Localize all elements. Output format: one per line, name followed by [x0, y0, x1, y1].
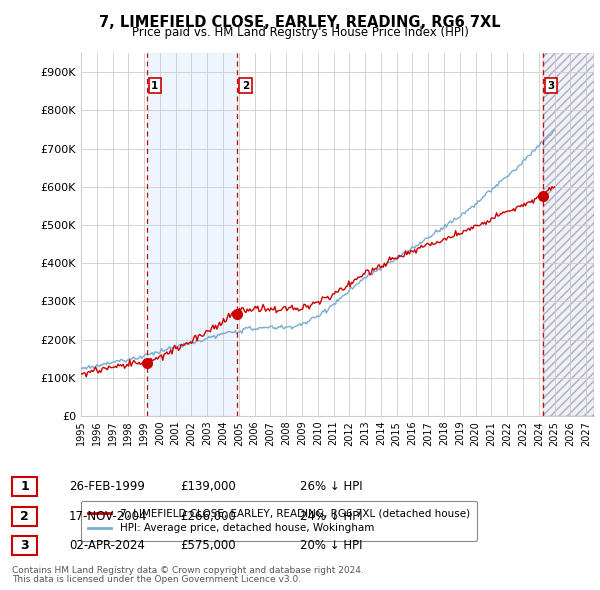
Text: Contains HM Land Registry data © Crown copyright and database right 2024.: Contains HM Land Registry data © Crown c… [12, 566, 364, 575]
Text: £139,000: £139,000 [180, 480, 236, 493]
Text: 02-APR-2024: 02-APR-2024 [69, 539, 145, 552]
Text: 1: 1 [151, 81, 158, 91]
Bar [542, 53, 594, 416]
Text: This data is licensed under the Open Government Licence v3.0.: This data is licensed under the Open Gov… [12, 575, 301, 584]
Text: 24% ↓ HPI: 24% ↓ HPI [300, 510, 362, 523]
Text: 2: 2 [20, 510, 29, 523]
Legend: 7, LIMEFIELD CLOSE, EARLEY, READING, RG6 7XL (detached house), HPI: Average pric: 7, LIMEFIELD CLOSE, EARLEY, READING, RG6… [81, 501, 477, 541]
Text: 26% ↓ HPI: 26% ↓ HPI [300, 480, 362, 493]
Text: 26-FEB-1999: 26-FEB-1999 [69, 480, 145, 493]
Text: 3: 3 [547, 81, 554, 91]
Text: 2: 2 [242, 81, 249, 91]
Text: 17-NOV-2004: 17-NOV-2004 [69, 510, 148, 523]
Text: 3: 3 [20, 539, 29, 552]
Text: £575,000: £575,000 [180, 539, 236, 552]
Text: 7, LIMEFIELD CLOSE, EARLEY, READING, RG6 7XL: 7, LIMEFIELD CLOSE, EARLEY, READING, RG6… [99, 15, 501, 30]
Bar [542, 53, 594, 416]
Bar [146, 53, 237, 416]
Text: £266,000: £266,000 [180, 510, 236, 523]
Text: 20% ↓ HPI: 20% ↓ HPI [300, 539, 362, 552]
Text: Price paid vs. HM Land Registry's House Price Index (HPI): Price paid vs. HM Land Registry's House … [131, 26, 469, 39]
Text: 1: 1 [20, 480, 29, 493]
